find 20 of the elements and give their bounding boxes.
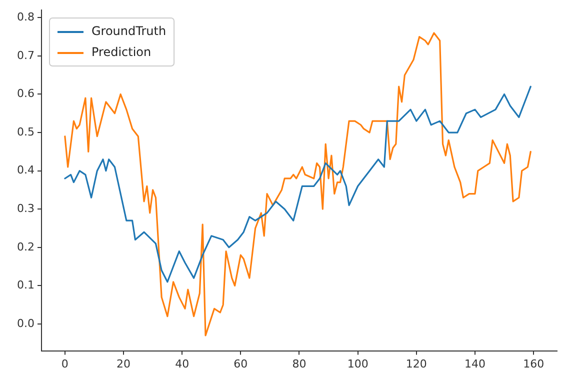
y-tick-label: 0.0 — [16, 316, 34, 330]
y-tick-label: 0.4 — [16, 164, 34, 177]
y-tick-label: 0.8 — [16, 10, 34, 24]
y-tick-label: 0.7 — [16, 48, 34, 62]
x-tick-label: 140 — [464, 357, 486, 370]
x-tick-label: 80 — [292, 357, 306, 370]
x-tick-label: 40 — [175, 357, 190, 370]
y-tick-label: 0.1 — [16, 278, 34, 292]
y-tick-label: 0.2 — [16, 240, 34, 254]
x-tick-label: 0 — [61, 357, 68, 370]
x-tick-label: 20 — [116, 357, 131, 370]
legend-label: Prediction — [91, 45, 152, 60]
y-tick-label: 0.6 — [16, 87, 34, 100]
x-tick-label: 160 — [523, 357, 544, 370]
y-tick-label: 0.3 — [16, 202, 34, 215]
y-tick-label: 0.5 — [16, 125, 34, 138]
x-tick-label: 60 — [234, 357, 248, 370]
x-tick-label: 100 — [347, 357, 368, 370]
legend-label: GroundTruth — [91, 24, 166, 38]
x-tick-label: 120 — [406, 357, 427, 370]
